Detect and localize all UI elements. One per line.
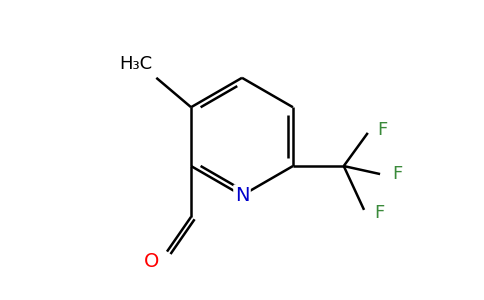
Text: F: F — [378, 121, 388, 139]
Text: O: O — [144, 252, 160, 271]
Text: F: F — [374, 204, 384, 222]
Text: N: N — [235, 186, 249, 205]
Text: F: F — [392, 165, 402, 183]
Text: H₃C: H₃C — [120, 56, 152, 74]
